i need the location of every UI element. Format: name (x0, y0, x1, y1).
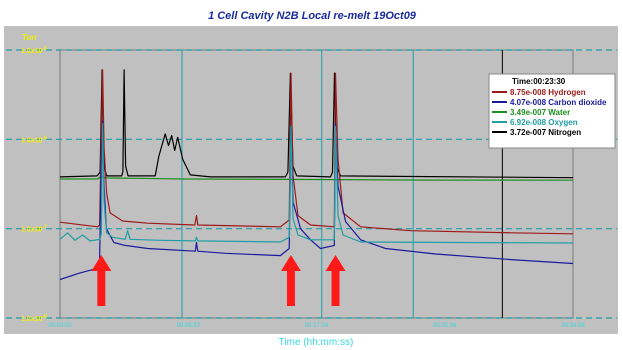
y-tick-label: 1.0x10-8 (21, 314, 47, 323)
x-tick-label: 00:25:36 (433, 323, 457, 329)
x-tick-label: 00:00:00 (48, 323, 72, 329)
x-tick-label: 00:34:08 (561, 323, 585, 329)
legend-entry-oxygen: 6.92e-008 Oxygen (510, 118, 578, 127)
y-tick-mantissa: 1.0x10 (21, 137, 43, 144)
y-unit-label: Torr (22, 33, 37, 42)
arrow-annotation (280, 255, 301, 306)
arrow-head (280, 255, 301, 271)
plot-area (59, 49, 574, 319)
y-tick-mantissa: 1.0x10 (21, 316, 43, 323)
series-line-water (60, 175, 574, 181)
legend-time: Time:00:23:30 (512, 77, 566, 86)
series-line-hydrogen (59, 69, 574, 235)
y-tick-exponent: -5 (42, 46, 47, 52)
arrow-annotation (325, 255, 346, 306)
arrow-shaft (331, 270, 340, 306)
y-tick-label: 1.0x10-7 (21, 225, 47, 234)
y-tick-exponent: -6 (42, 135, 47, 141)
x-axis-label: Time (hh:mm:ss) (279, 337, 354, 348)
legend-box (488, 73, 616, 149)
arrow-head (91, 255, 112, 271)
y-tick-exponent: -7 (42, 225, 47, 231)
legend: Time:00:23:30 8.75e-008 Hydrogen4.07e-00… (488, 73, 616, 149)
series-line-nitrogen (59, 69, 574, 179)
y-tick-label: 1.0x10-5 (21, 46, 47, 55)
y-tick-mantissa: 1.0x10 (21, 48, 43, 55)
arrow-layer (91, 255, 346, 306)
legend-entry-nitrogen: 3.72e-007 Nitrogen (510, 128, 581, 137)
legend-entry-hydrogen: 8.75e-008 Hydrogen (510, 88, 586, 97)
arrow-annotation (91, 255, 112, 306)
series-layer (59, 69, 574, 281)
grid-layer (6, 49, 617, 319)
arrow-shaft (286, 270, 295, 306)
x-tick-label: 00:17:04 (305, 323, 329, 329)
series-line-carbon-dioxide (59, 120, 574, 281)
y-tick-mantissa: 1.0x10 (21, 227, 43, 234)
chart-title: 1 Cell Cavity N2B Local re-melt 19Oct09 (208, 10, 417, 22)
series-line-oxygen (59, 122, 574, 244)
x-tick-label: 00:08:32 (177, 323, 201, 329)
y-tick-exponent: -8 (42, 314, 47, 320)
x-tick-layer: 00:00:00 00:08:32 00:17:04 00:25:36 00:34:08 (48, 323, 585, 329)
arrow-head (325, 255, 346, 271)
y-tick-layer: 1.0x10-51.0x10-61.0x10-71.0x10-8 (21, 46, 47, 323)
legend-entry-water: 3.49e-007 Water (510, 108, 570, 117)
arrow-shaft (97, 270, 106, 306)
y-tick-label: 1.0x10-6 (21, 135, 47, 144)
legend-entry-carbon-dioxide: 4.07e-008 Carbon dioxide (510, 98, 607, 107)
